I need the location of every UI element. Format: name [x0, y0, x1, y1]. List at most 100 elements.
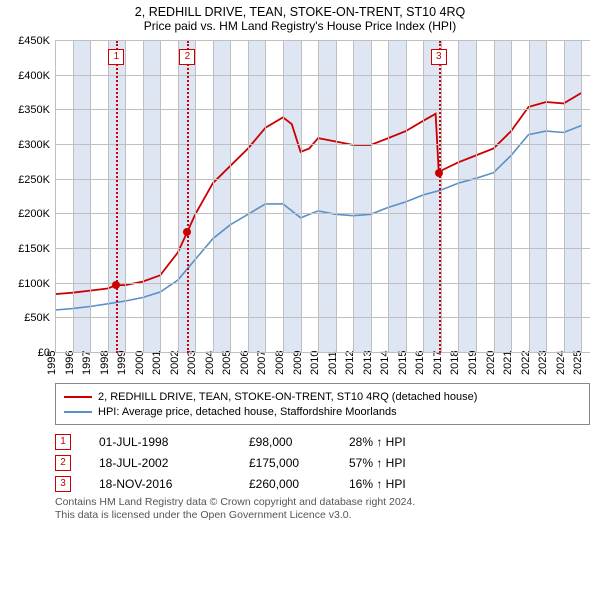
- footer-attribution: Contains HM Land Registry data © Crown c…: [55, 496, 590, 522]
- chart-title: 2, REDHILL DRIVE, TEAN, STOKE-ON-TRENT, …: [10, 5, 590, 19]
- x-tick-label: 2022: [520, 351, 532, 375]
- event-date: 18-JUL-2002: [99, 456, 249, 470]
- gridline-v: [318, 41, 319, 353]
- gridline-v: [406, 41, 407, 353]
- x-tick-label: 2008: [274, 351, 286, 375]
- y-tick-label: £400K: [10, 70, 50, 82]
- x-tick-label: 2004: [204, 351, 216, 375]
- legend-swatch: [64, 411, 92, 413]
- sale-marker-line: [116, 41, 118, 353]
- event-price: £98,000: [249, 435, 349, 449]
- sale-marker-line: [439, 41, 441, 353]
- gridline-v: [301, 41, 302, 353]
- legend-label: HPI: Average price, detached house, Staf…: [98, 406, 397, 418]
- event-date: 01-JUL-1998: [99, 435, 249, 449]
- gridline-v: [108, 41, 109, 353]
- event-vs-hpi: 16% ↑ HPI: [349, 477, 406, 491]
- event-price: £260,000: [249, 477, 349, 491]
- gridline-h: [55, 75, 590, 76]
- chart-subtitle: Price paid vs. HM Land Registry's House …: [10, 19, 590, 33]
- x-tick-label: 2013: [362, 351, 374, 375]
- gridline-v: [529, 41, 530, 353]
- gridline-h: [55, 248, 590, 249]
- x-tick-label: 2001: [151, 351, 163, 375]
- event-marker-box: 3: [55, 476, 71, 492]
- gridline-h: [55, 179, 590, 180]
- x-tick-label: 2025: [572, 351, 584, 375]
- y-tick-label: £350K: [10, 104, 50, 116]
- x-tick-label: 2012: [344, 351, 356, 375]
- event-vs-hpi: 28% ↑ HPI: [349, 435, 406, 449]
- x-tick-label: 1997: [81, 351, 93, 375]
- gridline-v: [458, 41, 459, 353]
- gridline-v: [371, 41, 372, 353]
- plot-area: £0£50K£100K£150K£200K£250K£300K£350K£400…: [55, 41, 590, 353]
- gridline-v: [73, 41, 74, 353]
- gridline-h: [55, 40, 590, 41]
- gridline-v: [178, 41, 179, 353]
- gridline-h: [55, 144, 590, 145]
- event-row: 218-JUL-2002£175,00057% ↑ HPI: [55, 452, 590, 473]
- legend-label: 2, REDHILL DRIVE, TEAN, STOKE-ON-TRENT, …: [98, 391, 477, 403]
- x-tick-label: 2002: [169, 351, 181, 375]
- x-tick-label: 1996: [64, 351, 76, 375]
- gridline-v: [213, 41, 214, 353]
- sale-dot: [112, 281, 120, 289]
- x-axis: 1995199619971998199920002001200220032004…: [55, 353, 590, 375]
- x-tick-label: 2000: [134, 351, 146, 375]
- y-tick-label: £250K: [10, 174, 50, 186]
- x-tick-label: 2019: [467, 351, 479, 375]
- gridline-v: [388, 41, 389, 353]
- gridline-v: [265, 41, 266, 353]
- legend: 2, REDHILL DRIVE, TEAN, STOKE-ON-TRENT, …: [55, 383, 590, 425]
- series-lines: [55, 41, 590, 353]
- x-tick-label: 2005: [221, 351, 233, 375]
- sale-dot: [183, 228, 191, 236]
- event-marker-box: 1: [55, 434, 71, 450]
- x-tick-label: 2009: [292, 351, 304, 375]
- x-tick-label: 2006: [239, 351, 251, 375]
- event-marker-box: 2: [55, 455, 71, 471]
- y-tick-label: £300K: [10, 139, 50, 151]
- gridline-h: [55, 283, 590, 284]
- gridline-v: [476, 41, 477, 353]
- y-tick-label: £100K: [10, 278, 50, 290]
- footer-line-1: Contains HM Land Registry data © Crown c…: [55, 496, 590, 509]
- x-tick-label: 1999: [116, 351, 128, 375]
- x-tick-label: 1998: [99, 351, 111, 375]
- gridline-v: [511, 41, 512, 353]
- x-tick-label: 2010: [309, 351, 321, 375]
- x-tick-label: 1995: [46, 351, 58, 375]
- y-tick-label: £450K: [10, 35, 50, 47]
- gridline-v: [143, 41, 144, 353]
- y-axis: £0£50K£100K£150K£200K£250K£300K£350K£400…: [10, 41, 50, 353]
- gridline-h: [55, 352, 590, 353]
- gridline-v: [160, 41, 161, 353]
- y-tick-label: £200K: [10, 208, 50, 220]
- y-tick-label: £0: [10, 347, 50, 359]
- x-tick-label: 2020: [485, 351, 497, 375]
- gridline-v: [55, 41, 56, 353]
- x-tick-label: 2003: [186, 351, 198, 375]
- gridline-v: [336, 41, 337, 353]
- gridline-v: [283, 41, 284, 353]
- gridline-v: [230, 41, 231, 353]
- gridline-h: [55, 109, 590, 110]
- x-tick-label: 2021: [502, 351, 514, 375]
- x-tick-label: 2016: [414, 351, 426, 375]
- sale-marker-box: 3: [431, 49, 447, 65]
- x-tick-label: 2024: [555, 351, 567, 375]
- x-tick-label: 2015: [397, 351, 409, 375]
- event-vs-hpi: 57% ↑ HPI: [349, 456, 406, 470]
- gridline-v: [353, 41, 354, 353]
- y-tick-label: £150K: [10, 243, 50, 255]
- event-date: 18-NOV-2016: [99, 477, 249, 491]
- x-tick-label: 2011: [327, 351, 339, 375]
- sale-marker-line: [187, 41, 189, 353]
- x-tick-label: 2014: [379, 351, 391, 375]
- gridline-v: [125, 41, 126, 353]
- event-table: 1 01-JUL-1998£98,00028% ↑ HPI 2 18-JUL-2002…: [55, 431, 590, 494]
- legend-swatch: [64, 396, 92, 398]
- gridline-v: [90, 41, 91, 353]
- footer-line-2: This data is licensed under the Open Gov…: [55, 509, 590, 522]
